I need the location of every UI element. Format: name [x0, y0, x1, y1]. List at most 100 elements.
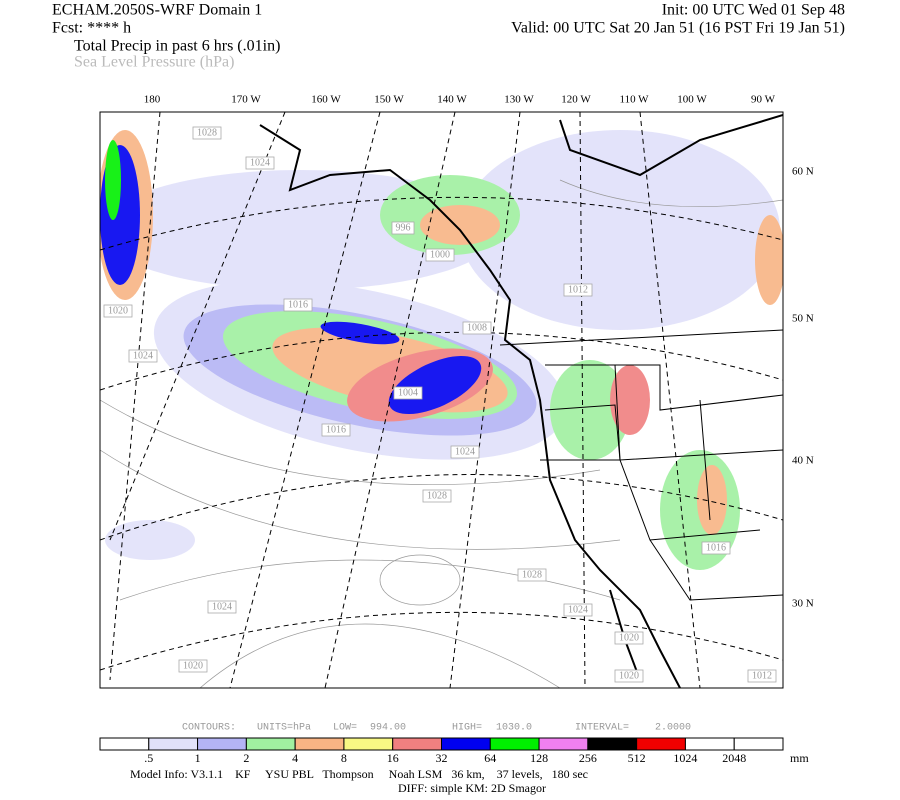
- diff-info: DIFF: simple KM: 2D Smagor: [398, 781, 546, 795]
- contour-label: 996: [396, 222, 411, 233]
- colorbar-swatch: [587, 737, 638, 751]
- colorbar-label: 128: [530, 751, 548, 765]
- contour-label-box: [422, 489, 452, 503]
- contour-label-box: [462, 321, 492, 335]
- contour-label: 1012: [568, 284, 588, 295]
- contour-label: 1024: [212, 601, 232, 612]
- contour-units: UNITS=hPa: [257, 722, 311, 734]
- colorbar-swatch: [489, 737, 540, 751]
- lon-label: 110 W: [619, 94, 649, 106]
- contour-label-box: [614, 669, 644, 683]
- contour-high-value: 1030.0: [496, 723, 532, 734]
- lon-label: 140 W: [437, 94, 467, 106]
- colorbar-swatch: [343, 737, 394, 751]
- contour-label: 1016: [706, 542, 726, 553]
- colorbar-swatch: [197, 737, 247, 751]
- lon-label: 100 W: [677, 94, 707, 106]
- forecast: Fcst: **** h: [52, 20, 131, 37]
- contour-label-box: [103, 304, 133, 318]
- lon-label: 120 W: [561, 94, 591, 106]
- contour-label: 1024: [250, 157, 270, 168]
- colorbar-label: 32: [436, 751, 448, 765]
- contour-low: LOW=: [333, 723, 357, 734]
- contour-label: 1000: [430, 249, 450, 260]
- colorbar-label: .5: [144, 751, 153, 765]
- field: Total Precip in past 6 hrs (.01in): [74, 38, 280, 55]
- colorbar-label: 256: [579, 751, 597, 765]
- valid: Valid: 00 UTC Sat 20 Jan 51 (16 PST Fri …: [511, 20, 845, 37]
- colorbar-units: mm: [790, 751, 809, 765]
- lon-label: 90 W: [751, 94, 776, 106]
- contour-interval-value: 2.0000: [655, 723, 691, 734]
- colorbar-swatch: [148, 737, 199, 751]
- contour-label-box: [192, 126, 222, 140]
- colorbar-swatch: [99, 737, 150, 751]
- contour-label: 1020: [108, 305, 128, 316]
- contour-label: 1004: [398, 387, 418, 398]
- colorbar-label: 2: [243, 751, 249, 765]
- colorbar-label: 4: [292, 751, 298, 765]
- contour-info: CONTOURS: UNITS=hPa LOW= 994.00 HIGH= 10…: [182, 722, 691, 734]
- colorbar: .5 1 2 4 8 16 32 64 128 256 512 1024 2048 mm: [99, 737, 809, 765]
- title: ECHAM.2050S-WRF Domain 1: [52, 2, 262, 19]
- contour-label-box: [283, 298, 313, 312]
- contour-label-box: [614, 631, 644, 645]
- contour-label-box: [450, 445, 480, 459]
- contour-label: 1024: [133, 350, 153, 361]
- contour-label: 1016: [326, 424, 346, 435]
- contour-label: 1024: [455, 446, 475, 457]
- contour-label: 1008: [467, 322, 487, 333]
- lat-label: 30 N: [792, 598, 814, 610]
- colorbar-swatch: [733, 737, 784, 751]
- contour-label-box: [391, 221, 415, 235]
- lon-label: 170 W: [231, 94, 261, 106]
- colorbar-label: 1024: [673, 751, 697, 765]
- lon-label: 150 W: [374, 94, 404, 106]
- colorbar-swatch: [245, 737, 296, 751]
- contour-label-box: [393, 386, 423, 400]
- lon-label: 130 W: [504, 94, 534, 106]
- contour-label: 1024: [568, 604, 588, 615]
- contour-high: HIGH=: [452, 723, 482, 734]
- colorbar-label: 1: [195, 751, 201, 765]
- model-info: Model Info: V3.1.1 KF YSU PBL Thompson N…: [130, 767, 588, 781]
- contour-label: 1028: [427, 490, 447, 501]
- contour-label-box: [701, 541, 731, 555]
- lon-label: 180: [144, 94, 161, 106]
- contour-label-box: [563, 283, 593, 297]
- lon-label: 160 W: [311, 94, 341, 106]
- contour-label: 1020: [183, 660, 203, 671]
- contour-label-box: [207, 600, 237, 614]
- contour-label: 1020: [619, 670, 639, 681]
- contour-label-box: [563, 603, 593, 617]
- colorbar-label: 64: [484, 751, 496, 765]
- lat-label: 60 N: [792, 166, 814, 178]
- contour-label: 1028: [197, 127, 217, 138]
- colorbar-swatch: [392, 737, 443, 751]
- contour-label-box: [245, 156, 275, 170]
- contour-low-value: 994.00: [370, 723, 406, 734]
- contour-label-box: [128, 349, 158, 363]
- init: Init: 00 UTC Wed 01 Sep 48: [662, 2, 845, 19]
- colorbar-swatch: [636, 737, 686, 751]
- contour-label: 1020: [619, 632, 639, 643]
- lat-label: 40 N: [792, 455, 814, 467]
- colorbar-label: 16: [387, 751, 399, 765]
- contour-label-box: [517, 568, 547, 582]
- contour-label: CONTOURS:: [182, 723, 236, 734]
- map: 1028 1024 1020 1024 1016 996 1000 1012 1008 1004 1…: [99, 94, 814, 689]
- contour-label: 1012: [752, 670, 772, 681]
- colorbar-label: 512: [628, 751, 646, 765]
- colorbar-swatch: [294, 737, 345, 751]
- contour-interval: INTERVAL=: [575, 723, 629, 734]
- contour-label: 1016: [288, 299, 308, 310]
- lat-label: 50 N: [792, 313, 814, 325]
- colorbar-label: 2048: [722, 751, 746, 765]
- field: Sea Level Pressure (hPa): [74, 54, 234, 71]
- colorbar-swatch: [441, 737, 491, 751]
- contour-label-box: [747, 669, 777, 683]
- colorbar-label: 8: [341, 751, 347, 765]
- contour-label-box: [178, 659, 208, 673]
- contour-label: 1028: [522, 569, 542, 580]
